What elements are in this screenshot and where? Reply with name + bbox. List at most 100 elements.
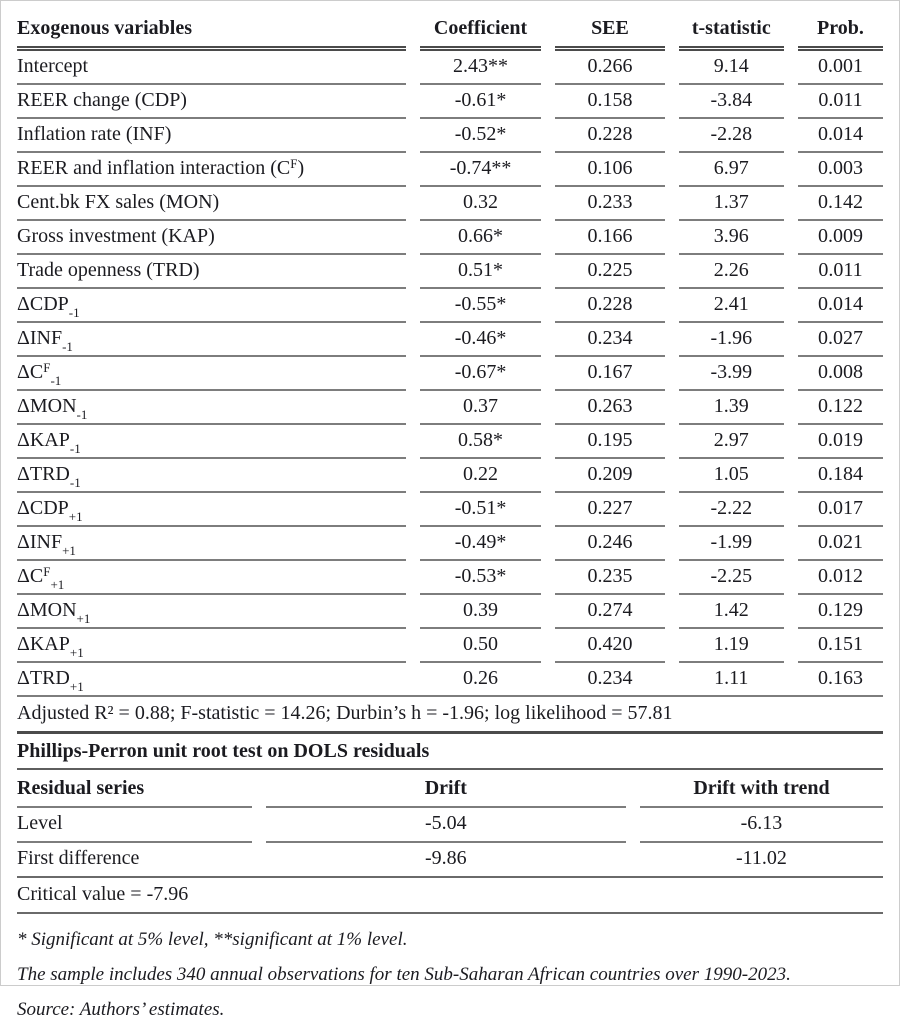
cell-coefficient: 0.66*	[419, 221, 542, 255]
cell-t-statistic: -2.22	[678, 493, 784, 527]
cell-coefficient: 0.32	[419, 187, 542, 221]
col-header-t-statistic: t-statistic	[678, 11, 784, 51]
cell-drift: -9.86	[424, 847, 467, 869]
cell-prob: 0.009	[797, 221, 883, 255]
pp-row: First difference -9.86 -11.02	[17, 843, 883, 876]
cell-coefficient: 0.51*	[419, 255, 542, 289]
cell-t-statistic: 1.42	[678, 595, 784, 629]
cell-coefficient: -0.49*	[419, 527, 542, 561]
col-header-drift-with-trend: Drift with trend	[639, 770, 883, 808]
variable-label: ΔTRD-1	[17, 459, 406, 493]
footnote-source: Source: Authors’ estimates.	[17, 999, 225, 1020]
regression-row: Cent.bk FX sales (MON) 0.32 0.233 1.37 0.142	[17, 187, 883, 221]
variable-label: ΔMON-1	[17, 391, 406, 425]
cell-coefficient: -0.52*	[419, 119, 542, 153]
regression-row: ΔCF-1 -0.67* 0.167 -3.99 0.008	[17, 357, 883, 391]
model-stats-row: Adjusted R² = 0.88; F-statistic = 14.26;…	[17, 695, 883, 734]
variable-label: ΔKAP+1	[17, 629, 406, 663]
pp-header-row: Residual series Drift Drift with trend	[17, 770, 883, 808]
cell-see: 0.274	[555, 595, 665, 629]
col-header-prob: Prob.	[797, 11, 883, 51]
cell-t-statistic: 6.97	[678, 153, 784, 187]
variable-label: ΔINF+1	[17, 527, 406, 561]
cell-prob: 0.163	[817, 667, 863, 689]
cell-see: 0.167	[555, 357, 665, 391]
cell-t-statistic: 1.39	[678, 391, 784, 425]
cell-coefficient: -0.67*	[419, 357, 542, 391]
cell-coefficient: 0.26	[463, 667, 499, 689]
regression-row: Trade openness (TRD) 0.51* 0.225 2.26 0.011	[17, 255, 883, 289]
cell-prob: 0.021	[797, 527, 883, 561]
cell-t-statistic: -2.28	[678, 119, 784, 153]
regression-row: ΔTRD-1 0.22 0.209 1.05 0.184	[17, 459, 883, 493]
variable-label: ΔCF+1	[17, 561, 406, 595]
cell-see: 0.235	[555, 561, 665, 595]
cell-t-statistic: 1.11	[714, 667, 749, 689]
regression-row: Gross investment (KAP) 0.66* 0.166 3.96 0.00…	[17, 221, 883, 255]
variable-label: REER change (CDP)	[17, 85, 406, 119]
footnotes: * Significant at 5% level, **significant…	[17, 928, 883, 1021]
cell-prob: 0.019	[797, 425, 883, 459]
cell-coefficient: -0.55*	[419, 289, 542, 323]
cell-drift-with-trend: -6.13	[639, 808, 883, 843]
variable-label: Trade openness (TRD)	[17, 255, 406, 289]
cell-see: 0.195	[555, 425, 665, 459]
regression-header-row: Exogenous variables Coefficient SEE t-st…	[17, 11, 883, 51]
critical-value-line: Critical value = -7.96	[17, 876, 883, 914]
cell-see: 0.263	[555, 391, 665, 425]
cell-see: 0.246	[555, 527, 665, 561]
cell-coefficient: 0.22	[419, 459, 542, 493]
cell-t-statistic: 2.97	[678, 425, 784, 459]
cell-coefficient: 0.39	[419, 595, 542, 629]
regression-row: Inflation rate (INF) -0.52* 0.228 -2.28 0.01…	[17, 119, 883, 153]
variable-label: ΔTRD+1	[17, 667, 84, 694]
residual-series-label: Level	[17, 808, 252, 843]
cell-t-statistic: 1.19	[678, 629, 784, 663]
cell-see: 0.234	[555, 323, 665, 357]
col-header-exogenous-variables: Exogenous variables	[17, 11, 406, 51]
regression-row: ΔCF+1 -0.53* 0.235 -2.25 0.012	[17, 561, 883, 595]
cell-see: 0.266	[555, 51, 665, 85]
cell-see: 0.228	[555, 119, 665, 153]
col-header-drift: Drift	[265, 770, 626, 808]
variable-label: Cent.bk FX sales (MON)	[17, 187, 406, 221]
col-header-coefficient: Coefficient	[419, 11, 542, 51]
col-header-see: SEE	[555, 11, 665, 51]
variable-label: Intercept	[17, 51, 406, 85]
cell-prob: 0.001	[797, 51, 883, 85]
cell-see: 0.228	[555, 289, 665, 323]
cell-see: 0.158	[555, 85, 665, 119]
cell-drift: -5.04	[265, 808, 626, 843]
regression-row: ΔMON+1 0.39 0.274 1.42 0.129	[17, 595, 883, 629]
cell-coefficient: -0.51*	[419, 493, 542, 527]
cell-prob: 0.014	[797, 119, 883, 153]
cell-coefficient: -0.46*	[419, 323, 542, 357]
cell-t-statistic: 1.37	[678, 187, 784, 221]
cell-t-statistic: 2.41	[678, 289, 784, 323]
cell-prob: 0.122	[797, 391, 883, 425]
cell-coefficient: 2.43**	[419, 51, 542, 85]
variable-label: ΔINF-1	[17, 323, 406, 357]
regression-row: ΔTRD+1 0.26 0.234 1.11 0.163	[17, 663, 883, 695]
variable-label: Inflation rate (INF)	[17, 119, 406, 153]
cell-see: 0.106	[555, 153, 665, 187]
model-stats-line: Adjusted R² = 0.88; F-statistic = 14.26;…	[17, 695, 883, 734]
regression-row: REER and inflation interaction (CF) -0.74…	[17, 153, 883, 187]
cell-prob: 0.142	[797, 187, 883, 221]
regression-row: REER change (CDP) -0.61* 0.158 -3.84 0.011	[17, 85, 883, 119]
cell-prob: 0.184	[797, 459, 883, 493]
regression-row: ΔCDP+1 -0.51* 0.227 -2.22 0.017	[17, 493, 883, 527]
cell-t-statistic: -3.99	[678, 357, 784, 391]
regression-row: ΔINF+1 -0.49* 0.246 -1.99 0.021	[17, 527, 883, 561]
footnote-significance: * Significant at 5% level, **significant…	[17, 929, 408, 950]
footnote-sample: The sample includes 340 annual observati…	[17, 964, 791, 985]
col-header-residual-series: Residual series	[17, 770, 252, 808]
variable-label: ΔCDP+1	[17, 493, 406, 527]
cell-see: 0.227	[555, 493, 665, 527]
variable-label: Gross investment (KAP)	[17, 221, 406, 255]
cell-prob: 0.011	[797, 85, 883, 119]
cell-t-statistic: 1.05	[678, 459, 784, 493]
cell-prob: 0.014	[797, 289, 883, 323]
cell-coefficient: 0.50	[419, 629, 542, 663]
pp-test-title: Phillips-Perron unit root test on DOLS r…	[17, 734, 883, 770]
